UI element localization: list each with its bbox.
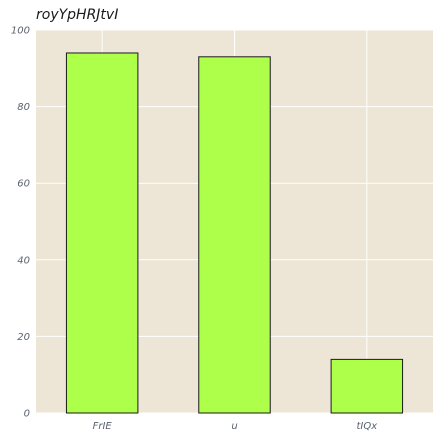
x-tick-label: tIQx — [356, 421, 377, 432]
x-tick-labels: FrIE u tIQx — [93, 421, 378, 432]
y-tick-label: 40 — [17, 255, 30, 266]
x-tick-label: FrIE — [93, 421, 113, 432]
y-tick-label: 80 — [17, 102, 30, 113]
y-tick-label: 60 — [17, 179, 30, 190]
y-tick-label: 0 — [24, 409, 30, 420]
bar — [65, 52, 139, 414]
y-tick-label: 100 — [11, 26, 30, 37]
bar — [330, 358, 404, 414]
bars — [65, 52, 404, 414]
chart-title: royYpHRJtvI — [36, 7, 119, 23]
bar — [198, 56, 271, 414]
y-tick-labels: 0 20 40 60 80 100 — [11, 26, 30, 420]
x-tick-label: u — [231, 421, 237, 432]
y-tick-label: 20 — [17, 332, 30, 343]
